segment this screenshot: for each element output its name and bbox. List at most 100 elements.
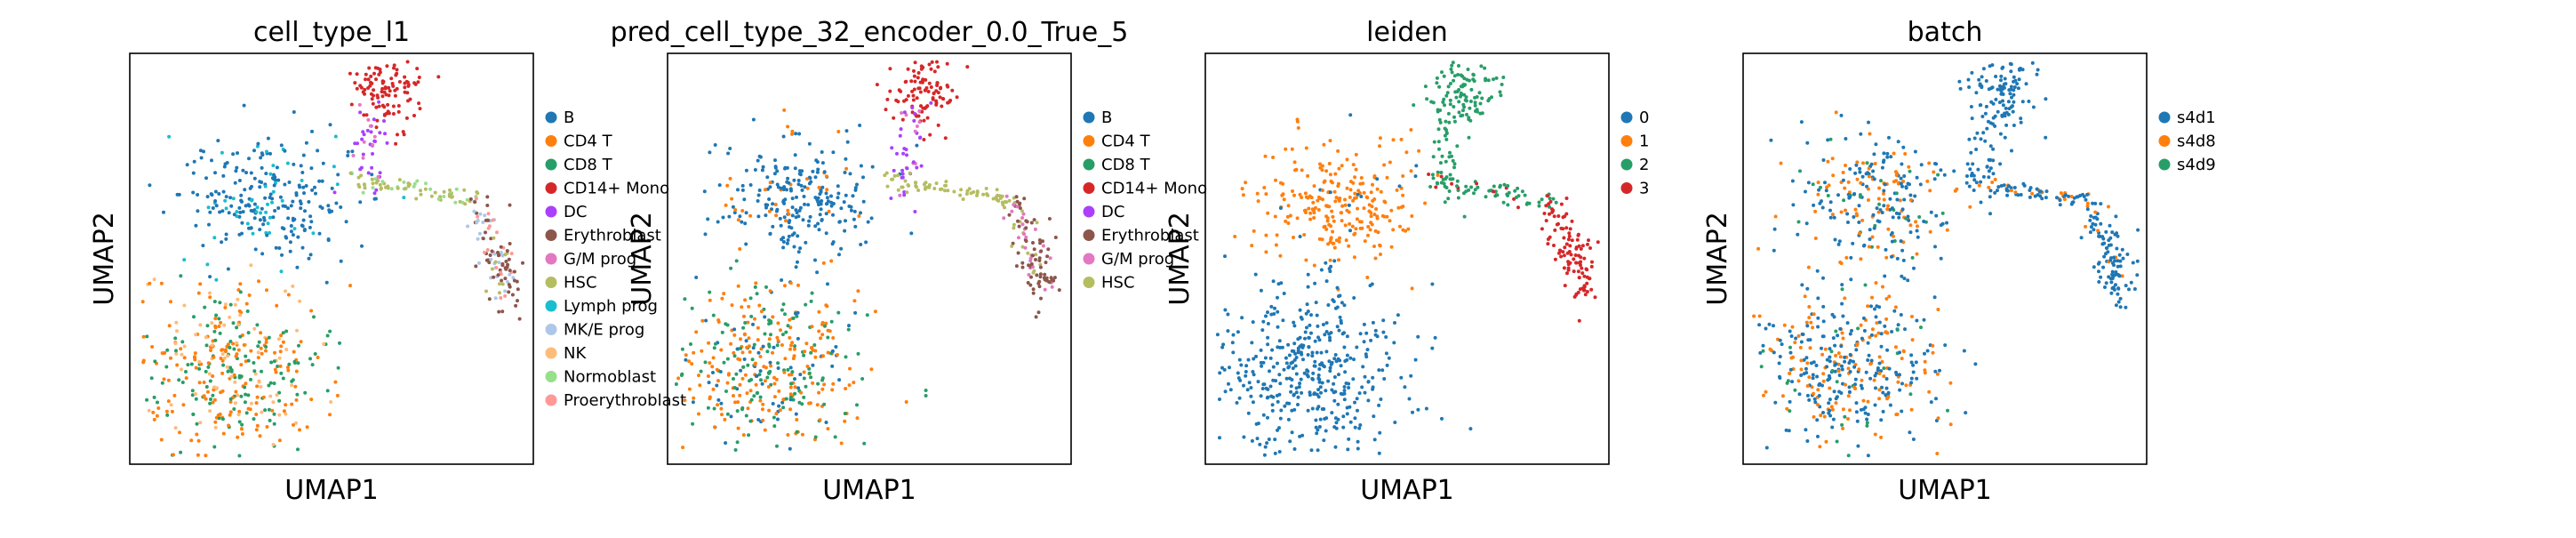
scatter-point: [1785, 406, 1789, 411]
scatter-point: [914, 181, 918, 185]
scatter-point: [1437, 84, 1442, 89]
scatter-point: [1318, 162, 1322, 166]
scatter-point: [2112, 255, 2116, 260]
scatter-point: [206, 365, 211, 369]
scatter-point: [235, 165, 239, 170]
scatter-point: [1988, 189, 1993, 193]
scatter-point: [1757, 323, 1762, 327]
scatter-point: [765, 375, 770, 380]
scatter-point: [781, 245, 786, 250]
scatter-point: [145, 334, 149, 339]
scatter-point: [1465, 99, 1468, 103]
scatter-point: [1355, 397, 1359, 401]
scatter-point: [1275, 393, 1279, 397]
scatter-point: [244, 359, 248, 364]
scatter-point: [1882, 151, 1886, 156]
scatter-point: [364, 72, 368, 76]
scatter-point: [169, 356, 172, 360]
scatter-point: [1812, 203, 1816, 207]
scatter-point: [268, 192, 273, 197]
scatter-point: [1226, 312, 1230, 317]
scatter-point: [1890, 239, 1894, 244]
scatter-point: [1897, 215, 1901, 220]
scatter-point: [486, 218, 491, 222]
scatter-point: [923, 187, 927, 191]
x-axis-label: UMAP1: [284, 475, 379, 506]
scatter-point: [1053, 236, 1058, 239]
scatter-point: [1484, 76, 1488, 81]
scatter-point: [1443, 133, 1447, 138]
scatter-point: [1363, 374, 1367, 379]
scatter-point: [1348, 113, 1353, 117]
scatter-point: [283, 149, 287, 153]
scatter-point: [772, 424, 777, 429]
scatter-point: [787, 234, 791, 238]
scatter-point: [1020, 222, 1025, 227]
scatter-point: [823, 324, 827, 328]
scatter-point: [2016, 193, 2020, 197]
scatter-point: [1923, 368, 1927, 373]
scatter-point: [1906, 278, 1910, 283]
scatter-point: [295, 265, 300, 269]
scatter-point: [1516, 194, 1521, 198]
scatter-point: [944, 180, 948, 184]
scatter-point: [1933, 369, 1938, 373]
scatter-point: [182, 356, 187, 360]
scatter-point: [911, 160, 916, 165]
scatter-point: [1309, 331, 1313, 335]
scatter-point: [1228, 388, 1233, 392]
scatter-point: [800, 169, 804, 173]
scatter-point: [1301, 357, 1305, 362]
scatter-point: [263, 196, 268, 200]
scatter-point: [775, 182, 780, 187]
scatter-point: [2091, 221, 2095, 226]
scatter-point: [378, 171, 382, 175]
scatter-point: [714, 341, 717, 346]
scatter-point: [1431, 176, 1436, 181]
scatter-point: [292, 227, 297, 231]
scatter-point: [488, 253, 492, 257]
scatter-point: [1841, 407, 1845, 412]
scatter-point: [508, 242, 512, 245]
scatter-point: [1821, 411, 1825, 414]
scatter-point: [1991, 147, 1996, 151]
scatter-point: [1027, 273, 1031, 277]
scatter-point: [1828, 397, 1832, 402]
scatter-point: [1372, 414, 1376, 419]
scatter-point: [1313, 359, 1317, 364]
scatter-point: [1877, 397, 1882, 401]
scatter-point: [1888, 197, 1892, 201]
scatter-point: [1931, 343, 1935, 348]
scatter-point: [1337, 328, 1341, 333]
scatter-point: [1328, 338, 1332, 342]
scatter-point: [2028, 189, 2032, 192]
scatter-point: [1271, 156, 1276, 159]
scatter-point: [900, 175, 904, 180]
scatter-point: [775, 343, 780, 348]
scatter-point: [1828, 137, 1833, 141]
scatter-point: [1353, 191, 1357, 196]
scatter-point: [2019, 67, 2022, 70]
scatter-point: [2010, 149, 2013, 153]
scatter-point: [793, 153, 797, 157]
scatter-point: [981, 192, 986, 197]
scatter-point: [182, 344, 187, 349]
scatter-point: [1341, 414, 1346, 419]
scatter-point: [766, 371, 771, 375]
scatter-point: [254, 413, 259, 416]
scatter-point: [732, 211, 737, 215]
scatter-point: [728, 147, 732, 150]
scatter-point: [1844, 164, 1847, 167]
scatter-point: [959, 188, 964, 192]
scatter-point: [1444, 131, 1449, 135]
scatter-point: [197, 359, 202, 364]
scatter-point: [1332, 357, 1337, 361]
scatter-point: [1455, 179, 1460, 183]
scatter-point: [2011, 109, 2015, 114]
scatter-point: [363, 186, 367, 190]
scatter-point: [1564, 242, 1569, 246]
scatter-point: [912, 87, 916, 92]
scatter-point: [1271, 378, 1276, 382]
scatter-point: [964, 192, 969, 196]
scatter-point: [1364, 331, 1369, 335]
